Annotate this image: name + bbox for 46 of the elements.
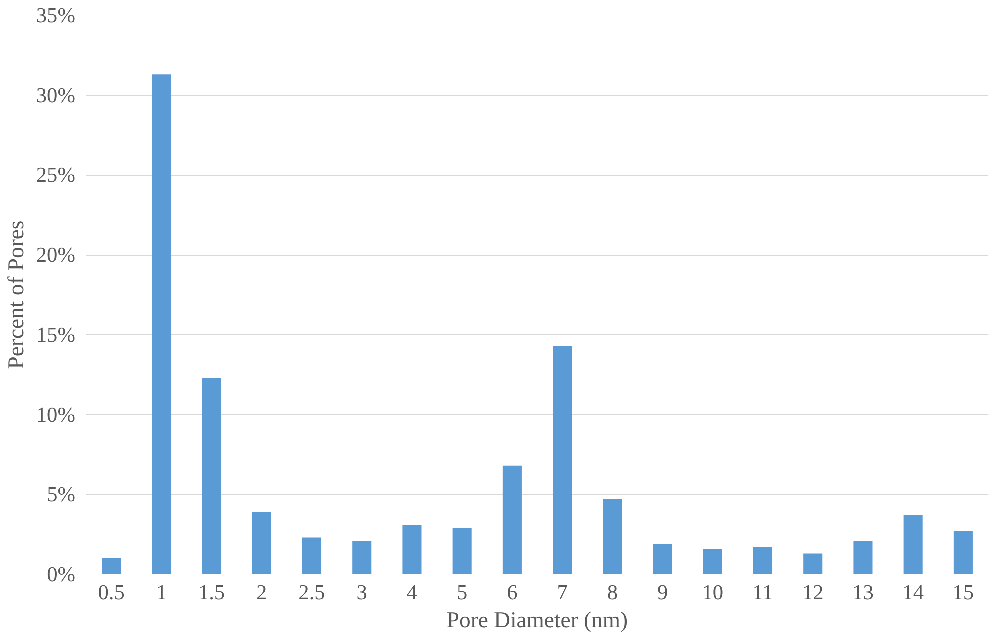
bar xyxy=(202,378,222,574)
bar xyxy=(703,548,722,574)
bar xyxy=(152,74,172,574)
bar xyxy=(352,540,372,574)
bar xyxy=(302,538,322,574)
x-axis-title: Pore Diameter (nm) xyxy=(446,608,628,632)
y-tick-label: 35% xyxy=(36,4,76,28)
x-tick-label: 8 xyxy=(607,580,618,604)
x-tick-label: 6 xyxy=(507,580,518,604)
y-axis-title: Percent of Pores xyxy=(3,220,28,370)
bar xyxy=(452,528,472,574)
y-tick-label: 20% xyxy=(36,243,76,268)
bar xyxy=(102,558,122,574)
x-tick-label: 1.5 xyxy=(198,580,226,604)
y-tick-label: 25% xyxy=(36,163,76,188)
bar xyxy=(653,544,672,574)
bar xyxy=(402,524,422,574)
y-tick-label: 10% xyxy=(36,402,76,427)
x-tick-label: 11 xyxy=(752,580,774,604)
y-tick-label: 30% xyxy=(36,83,76,108)
bar xyxy=(954,531,973,574)
x-tick-label: 15 xyxy=(952,580,974,604)
x-tick-label: 0.5 xyxy=(98,580,125,604)
x-tick-label: 3 xyxy=(356,580,368,604)
y-tick-label: 0% xyxy=(47,562,76,586)
x-tick-label: 9 xyxy=(657,580,668,604)
bar xyxy=(603,499,622,574)
x-tick-label: 12 xyxy=(802,580,824,604)
bar xyxy=(854,540,873,574)
y-tick-label: 15% xyxy=(36,322,76,347)
x-tick-label: 13 xyxy=(852,580,874,604)
x-tick-label: 10 xyxy=(702,580,724,604)
x-tick-label: 14 xyxy=(902,580,924,604)
bar xyxy=(904,515,923,574)
x-tick-label: 4 xyxy=(406,580,418,604)
x-tick-label: 5 xyxy=(457,580,468,604)
bar xyxy=(804,554,823,574)
bar xyxy=(252,512,272,574)
bar xyxy=(502,466,522,574)
y-tick-label: 5% xyxy=(47,482,76,507)
bar xyxy=(753,547,773,574)
x-tick-label: 2 xyxy=(256,580,268,604)
x-tick-label: 7 xyxy=(557,580,568,604)
x-tick-label: 2.5 xyxy=(298,580,326,604)
bar xyxy=(553,346,572,574)
x-tick-label: 1 xyxy=(156,580,168,604)
